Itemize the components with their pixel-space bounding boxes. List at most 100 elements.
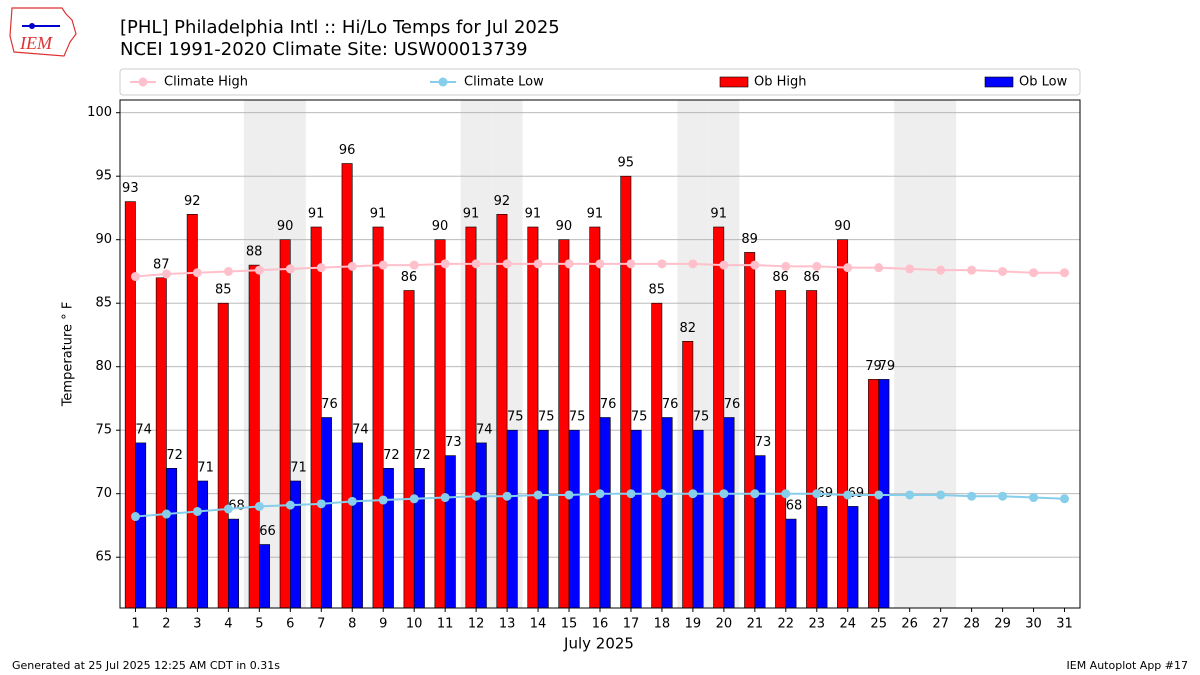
legend-swatch <box>719 76 749 88</box>
value-label: 86 <box>772 270 789 285</box>
climate-point <box>936 265 946 275</box>
x-tick-label: 29 <box>994 617 1011 632</box>
x-tick-label: 20 <box>716 617 733 632</box>
x-tick-label: 14 <box>530 617 547 632</box>
bar <box>506 429 518 609</box>
bar <box>589 226 601 609</box>
climate-point <box>905 264 915 274</box>
value-label: 91 <box>370 207 387 222</box>
y-tick-label: 70 <box>95 486 112 501</box>
value-label: 82 <box>679 321 696 336</box>
climate-point <box>781 261 791 271</box>
bar <box>754 455 766 609</box>
value-label: 79 <box>879 359 896 374</box>
climate-point <box>347 261 357 271</box>
legend-label: Ob High <box>754 75 807 90</box>
bar <box>775 290 787 609</box>
x-tick-label: 31 <box>1056 617 1073 632</box>
climate-point <box>533 259 543 269</box>
climate-point <box>285 500 295 510</box>
x-tick-label: 27 <box>932 617 949 632</box>
x-tick-label: 17 <box>623 617 640 632</box>
bar <box>558 239 570 609</box>
value-label: 91 <box>463 207 480 222</box>
value-label: 74 <box>476 422 493 437</box>
bar <box>496 214 508 609</box>
bar <box>341 163 353 609</box>
climate-point <box>130 272 140 282</box>
value-label: 90 <box>834 219 851 234</box>
climate-point <box>161 269 171 279</box>
bar <box>217 302 229 609</box>
bar <box>413 467 425 609</box>
x-tick-label: 10 <box>406 617 423 632</box>
y-tick-label: 75 <box>95 423 112 438</box>
climate-point <box>626 259 636 269</box>
bar <box>197 480 209 609</box>
bar <box>785 518 797 609</box>
bar <box>630 429 642 609</box>
bar <box>372 226 384 609</box>
footer-right: IEM Autoplot App #17 <box>1067 659 1189 672</box>
bar <box>434 239 446 609</box>
climate-point <box>409 494 419 504</box>
climate-point <box>595 489 605 499</box>
bar <box>806 290 818 609</box>
climate-point <box>254 265 264 275</box>
x-tick-label: 4 <box>224 617 232 632</box>
x-tick-label: 3 <box>193 617 201 632</box>
y-tick-label: 100 <box>87 105 112 120</box>
bar <box>527 226 539 609</box>
climate-point <box>502 491 512 501</box>
climate-point <box>409 260 419 270</box>
value-label: 74 <box>135 422 152 437</box>
value-label: 73 <box>755 435 772 450</box>
bar <box>444 455 456 609</box>
value-label: 91 <box>308 207 325 222</box>
value-label: 76 <box>600 397 617 412</box>
chart-title: [PHL] Philadelphia Intl :: Hi/Lo Temps f… <box>120 17 560 38</box>
legend-box <box>119 68 1081 96</box>
climate-point <box>440 259 450 269</box>
value-label: 72 <box>414 448 431 463</box>
climate-point <box>657 259 667 269</box>
x-tick-label: 7 <box>317 617 325 632</box>
climate-point <box>378 260 388 270</box>
bar <box>310 226 322 609</box>
x-tick-label: 21 <box>747 617 764 632</box>
climate-point <box>1029 493 1039 503</box>
x-tick-label: 11 <box>437 617 454 632</box>
climate-point <box>254 501 264 511</box>
y-axis-label: Temperature ° F <box>61 302 76 408</box>
bar <box>124 201 136 609</box>
value-label: 86 <box>803 270 820 285</box>
x-tick-label: 5 <box>255 617 263 632</box>
climate-point <box>812 489 822 499</box>
value-label: 75 <box>569 410 586 425</box>
bar <box>290 480 301 609</box>
bar <box>816 506 828 609</box>
climate-point <box>905 490 915 500</box>
x-tick-label: 25 <box>870 617 887 632</box>
bar <box>682 340 694 609</box>
legend-swatch <box>984 76 1014 88</box>
x-axis-label: July 2025 <box>563 635 634 653</box>
x-tick-label: 2 <box>162 617 170 632</box>
bar <box>847 506 859 609</box>
value-label: 91 <box>587 207 604 222</box>
climate-point <box>533 490 543 500</box>
logo: IEM <box>9 7 77 57</box>
x-tick-label: 15 <box>561 617 578 632</box>
bar <box>135 442 147 609</box>
bar <box>744 252 756 609</box>
climate-point <box>347 496 357 506</box>
climate-point <box>657 489 667 499</box>
x-tick-label: 12 <box>468 617 485 632</box>
climate-point <box>223 504 233 514</box>
climate-point <box>316 263 326 273</box>
value-label: 92 <box>184 194 201 209</box>
value-label: 69 <box>848 486 865 501</box>
climate-point <box>564 490 574 500</box>
value-label: 95 <box>618 156 635 171</box>
value-label: 87 <box>153 257 170 272</box>
